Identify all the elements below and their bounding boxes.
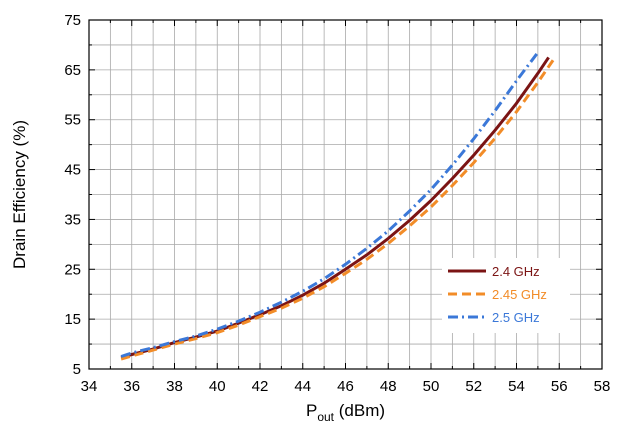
x-axis-title-main: P: [306, 401, 317, 420]
y-tick-labels: 5 15 25 35 45 55 65 75: [64, 12, 81, 378]
x-tick-label: 46: [337, 378, 354, 395]
plot-frame: [88, 19, 603, 370]
x-axis-title: Pout (dBm): [306, 401, 385, 424]
y-axis-title: Drain Efficiency (%): [10, 120, 29, 269]
series-layer: [120, 51, 557, 361]
x-axis-title-subscript: out: [317, 410, 334, 424]
x-tick-label: 34: [81, 378, 98, 395]
legend: 2.4 GHz 2.45 GHz 2.5 GHz: [442, 258, 570, 333]
x-tick-label: 50: [423, 378, 440, 395]
x-tick-label: 56: [551, 378, 568, 395]
series-line-3: [120, 51, 540, 358]
series-line-2: [120, 56, 557, 361]
x-tick-label: 36: [123, 378, 140, 395]
x-tick-label: 42: [252, 378, 269, 395]
grid-lines: [89, 20, 602, 369]
legend-label-2: 2.45 GHz: [492, 287, 547, 302]
x-tick-label: 54: [508, 378, 525, 395]
legend-label-3: 2.5 GHz: [492, 310, 540, 325]
x-tick-label: 44: [294, 378, 311, 395]
x-tick-label: 40: [209, 378, 226, 395]
y-tick-label: 35: [64, 211, 81, 228]
y-tick-label: 45: [64, 162, 81, 179]
y-tick-label: 65: [64, 62, 81, 79]
x-tick-label: 58: [594, 378, 611, 395]
x-tick-labels: 34 36 38 40 42 44 46 48 50 52 54 56 58: [81, 378, 611, 395]
legend-label-1: 2.4 GHz: [492, 264, 540, 279]
y-tick-label: 75: [64, 12, 81, 29]
x-tick-label: 52: [465, 378, 482, 395]
y-tick-label: 15: [64, 311, 81, 328]
y-tick-label: 5: [73, 361, 81, 378]
x-axis-title-rest: (dBm): [334, 401, 385, 420]
y-tick-label: 55: [64, 112, 81, 129]
y-tick-label: 25: [64, 261, 81, 278]
x-tick-label: 38: [166, 378, 183, 395]
x-tick-label: 48: [380, 378, 397, 395]
